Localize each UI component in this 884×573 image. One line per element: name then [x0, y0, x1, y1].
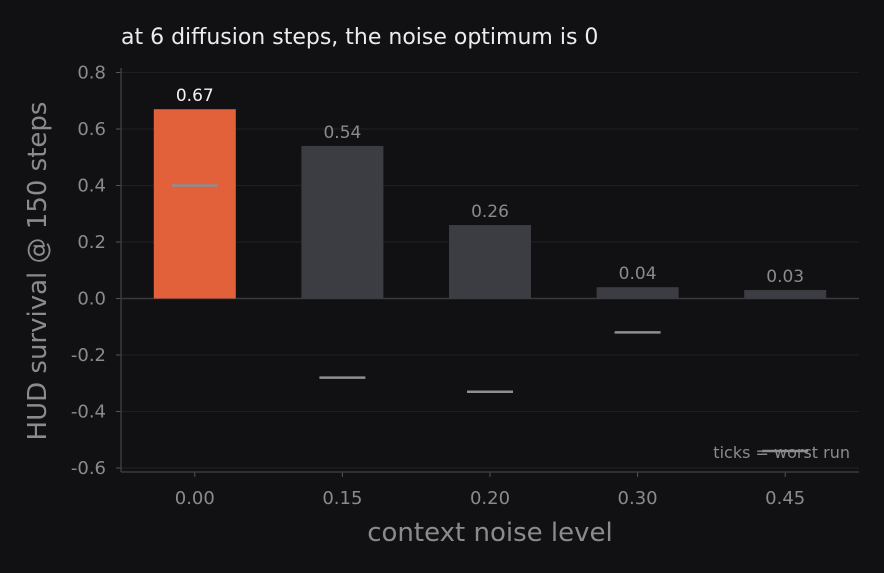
y-tick-label: 0.8	[77, 63, 106, 84]
x-tick-label: 0.00	[175, 488, 215, 509]
y-tick-label: 0.4	[77, 176, 106, 197]
bar-value-label: 0.03	[766, 267, 804, 287]
y-tick-label: 0.0	[77, 289, 106, 310]
x-axis-title: context noise level	[367, 518, 613, 548]
bar	[744, 290, 827, 299]
x-tick-label: 0.30	[618, 488, 658, 509]
x-tick-label: 0.20	[470, 488, 510, 509]
y-tick-label: -0.6	[71, 458, 106, 479]
y-tick-label: 0.2	[77, 232, 106, 253]
bar	[153, 109, 236, 299]
bar	[449, 225, 531, 299]
y-tick-label: -0.4	[71, 402, 106, 423]
chart-title: at 6 diffusion steps, the noise optimum …	[121, 25, 598, 50]
bar	[301, 145, 384, 299]
bars: 0.67 0.54 0.26 0.04 0.03	[153, 86, 827, 453]
y-axis-title: HUD survival @ 150 steps	[23, 102, 53, 441]
bar-value-label: 0.67	[176, 86, 214, 106]
bar-value-label: 0.04	[619, 264, 657, 284]
y-tick-label: 0.6	[77, 119, 106, 140]
bar-value-label: 0.26	[471, 202, 509, 222]
y-tick-label: -0.2	[71, 345, 106, 366]
worst-run-annotation: ticks = worst run	[713, 443, 850, 462]
bar	[596, 287, 679, 299]
x-tick-label: 0.15	[322, 488, 362, 509]
x-tick-label: 0.45	[765, 488, 805, 509]
bar-value-label: 0.54	[323, 123, 361, 143]
axes: 0.8 0.6 0.4 0.2 0.0 -0.2 -0.4 -0.6 0.00 0.15 0.20 0…	[71, 63, 859, 509]
